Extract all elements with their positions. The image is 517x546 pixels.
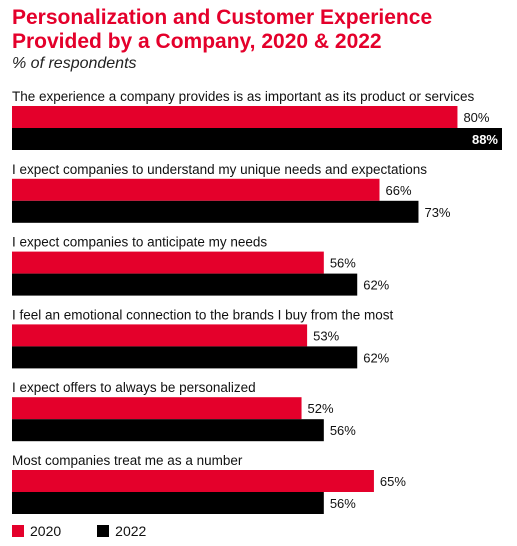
bar-2022 [12,419,324,442]
bar-2022 [12,128,502,150]
legend-item-2020: 2020 [12,523,61,539]
bar-value-label: 65% [380,474,406,489]
legend-item-2022: 2022 [97,523,146,539]
category-label: I expect offers to always be personalize… [12,380,256,395]
bar-value-label: 73% [424,205,450,220]
category-label: Most companies treat me as a number [12,453,243,468]
chart-title: Personalization and Customer Experience … [12,6,433,53]
legend-swatch-2020 [12,525,24,537]
legend-swatch-2022 [97,525,110,537]
bar-value-label: 53% [313,328,339,343]
bar-2020 [12,178,380,201]
category-label: I expect companies to anticipate my need… [12,235,267,250]
bar-value-label: 88% [472,132,498,147]
bar-2022 [12,492,324,514]
bar-2020 [12,470,374,492]
bar-value-label: 52% [308,401,334,416]
category-label: The experience a company provides is as … [12,89,474,104]
bar-value-label: 56% [330,256,356,271]
category-label: I expect companies to understand my uniq… [12,162,427,177]
bar-2020 [12,324,308,347]
bar-value-label: 80% [463,110,489,125]
bar-value-label: 62% [363,278,389,293]
bar-chart: The experience a company provides is as … [12,89,502,514]
chart-subtitle: % of respondents [12,55,137,72]
bar-value-label: 62% [363,350,389,365]
category-label: I feel an emotional connection to the br… [12,307,393,322]
bar-2022 [12,346,358,369]
legend-label-2020: 2020 [30,523,62,539]
bar-2022 [12,273,358,296]
legend: 2020 2022 [12,523,182,539]
bar-2020 [12,106,458,128]
bar-value-label: 56% [330,496,356,511]
legend-label-2022: 2022 [115,523,147,539]
bar-2022 [12,200,419,223]
bar-2020 [12,251,324,274]
bar-2020 [12,397,302,420]
bar-value-label: 66% [386,183,412,198]
bar-value-label: 56% [330,423,356,438]
